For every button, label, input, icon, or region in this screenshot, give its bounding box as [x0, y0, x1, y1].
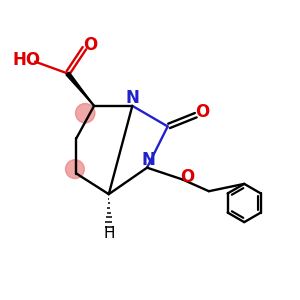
Text: N: N [126, 89, 140, 107]
Text: O: O [181, 167, 195, 185]
Text: H: H [103, 226, 115, 242]
Text: HO: HO [12, 51, 40, 69]
Text: O: O [195, 103, 209, 121]
Circle shape [76, 103, 95, 123]
Text: O: O [83, 36, 98, 54]
Text: N: N [142, 151, 155, 169]
Circle shape [65, 160, 84, 178]
Polygon shape [66, 72, 94, 106]
